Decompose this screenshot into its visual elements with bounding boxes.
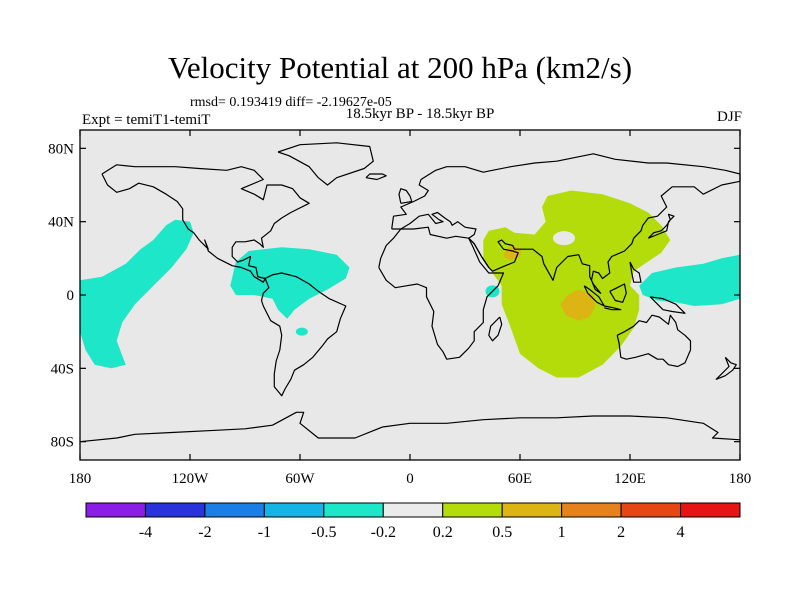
colorbar-box <box>85 502 146 518</box>
colorbar-box <box>144 502 206 518</box>
region-patch-south-america <box>295 327 308 336</box>
region-west-pacific-negative <box>639 254 740 306</box>
coastline-europe-asia <box>391 153 741 294</box>
coastlines <box>79 142 741 443</box>
y-tick-label: 0 <box>67 288 75 304</box>
coastline-africa <box>378 226 505 360</box>
experiment-label: Expt = temiT1-temiT <box>82 112 211 128</box>
colorbar-box <box>501 502 563 518</box>
coastline-new-zealand <box>715 356 737 380</box>
contour-regions <box>80 190 740 378</box>
coastline-south-america <box>260 272 347 397</box>
region-indian-ocean-asia-positive <box>483 190 671 378</box>
x-tick-label: 180 <box>69 471 92 487</box>
plot-area <box>80 130 740 460</box>
colorbar-box <box>382 502 444 518</box>
colorbar-box <box>561 502 622 518</box>
region-indian-ocean-positive-core <box>560 289 596 321</box>
rmsd-stats-label: rmsd= 0.193419 diff= -2.19627e-05 <box>190 95 392 110</box>
colorbar-label: 4 <box>677 524 685 541</box>
y-tick-label: 80S <box>51 435 74 451</box>
season-label: DJF <box>716 109 742 125</box>
y-tick-label: 40S <box>51 361 74 377</box>
region-caribbean-negative <box>230 247 350 319</box>
coastline-greenland <box>277 142 374 186</box>
colorbar-label: 0.5 <box>492 524 512 541</box>
x-tick-label: 180 <box>729 471 752 487</box>
colorbar-label: 0.2 <box>433 524 453 541</box>
colorbar-label: 1 <box>558 524 566 541</box>
coastline-iceland <box>365 173 387 181</box>
region-central-pacific-negative <box>80 219 194 369</box>
x-tick-label: 0 <box>406 471 414 487</box>
colorbar-box <box>680 502 741 518</box>
coastline-borneo <box>609 283 627 303</box>
x-tick-label: 60W <box>285 471 315 487</box>
chart-title: Velocity Potential at 200 hPa (km2/s) <box>167 50 633 85</box>
coastline-arabia-sea-line <box>468 237 490 268</box>
coastline-new-guinea <box>649 296 686 314</box>
coastline-antarctica <box>79 411 741 443</box>
region-gap-tibet <box>553 231 575 246</box>
y-tick-label: 80N <box>48 141 74 157</box>
period-label: 18.5kyr BP - 18.5kyr BP <box>345 106 495 122</box>
colorbar-label: -0.2 <box>371 524 396 541</box>
colorbar-label: -2 <box>198 524 211 541</box>
x-tick-label: 120W <box>172 471 210 487</box>
coastline-philippines <box>629 261 642 283</box>
colorbar-label: 2 <box>617 524 625 541</box>
colorbar-label: -4 <box>139 524 152 541</box>
colorbar-box <box>204 502 265 518</box>
coastline-madagascar <box>488 316 503 342</box>
colorbar-box <box>323 502 384 518</box>
colorbar-label: -1 <box>258 524 271 541</box>
colorbar: -4 -2 -1 -0.5 -0.2 0.2 0.5 1 2 4 <box>85 502 741 541</box>
coastline-britain <box>398 188 413 204</box>
coastline-australia <box>616 314 692 368</box>
x-tick-label: 120E <box>614 471 646 487</box>
colorbar-box <box>442 502 503 518</box>
colorbar-label: -0.5 <box>311 524 336 541</box>
coastline-java <box>604 305 622 311</box>
coastline-japan <box>647 213 675 239</box>
colorbar-box <box>263 502 325 518</box>
x-tick-label: 60E <box>508 471 532 487</box>
y-tick-label: 40N <box>48 215 74 231</box>
map-axes: 180 120W 60W 0 60E 120E 180 80N 40N 0 40S 80S <box>48 130 751 487</box>
coastline-north-america <box>101 164 310 283</box>
colorbar-box <box>620 502 682 518</box>
